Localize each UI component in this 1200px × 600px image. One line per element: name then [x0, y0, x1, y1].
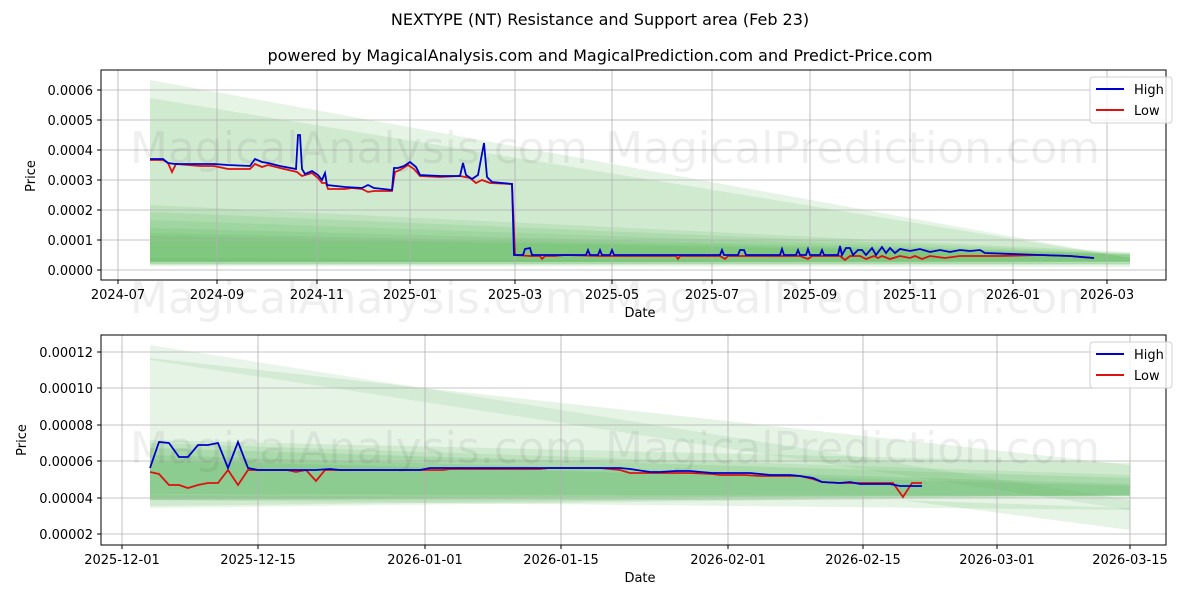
- svg-text:2026-01-01: 2026-01-01: [387, 553, 463, 568]
- svg-text:0.00006: 0.00006: [39, 455, 93, 470]
- svg-text:0.00002: 0.00002: [39, 528, 93, 543]
- bottom-x-tick-labels: 2025-12-01 2025-12-15 2026-01-01 2026-01…: [84, 553, 1168, 568]
- svg-text:2025-01: 2025-01: [383, 288, 437, 303]
- svg-text:0.00012: 0.00012: [39, 346, 93, 361]
- svg-text:2026-01: 2026-01: [986, 288, 1040, 303]
- bottom-high-line: [149, 439, 922, 487]
- svg-text:0.0005: 0.0005: [48, 114, 94, 129]
- top-x-tick-labels: 2024-07 2024-09 2024-11 2025-01 2025-03 …: [91, 288, 1134, 303]
- watermark-magicalanalysis-2: MagicalAnalysis.com: [130, 273, 588, 324]
- bottom-legend: High Low: [1089, 341, 1173, 389]
- svg-text:2026-03-01: 2026-03-01: [959, 553, 1035, 568]
- top-x-axis-label: Date: [624, 306, 655, 321]
- svg-text:0.00004: 0.00004: [39, 492, 93, 507]
- svg-text:2026-02-15: 2026-02-15: [825, 553, 901, 568]
- top-chart: MagicalAnalysis.com MagicalPrediction.co…: [24, 69, 1173, 324]
- top-grid: [101, 70, 1166, 280]
- watermark-magicalprediction-3: MagicalPrediction.com: [605, 423, 1100, 474]
- top-high-line: [150, 134, 1095, 259]
- svg-text:2025-05: 2025-05: [585, 288, 639, 303]
- bottom-y-axis-label: Price: [15, 424, 30, 456]
- svg-text:2025-09: 2025-09: [783, 288, 837, 303]
- watermark-magicalanalysis-3: MagicalAnalysis.com: [130, 423, 588, 474]
- bottom-grid: [101, 335, 1166, 545]
- svg-text:2026-02-01: 2026-02-01: [690, 553, 766, 568]
- svg-text:0.0003: 0.0003: [48, 174, 94, 189]
- legend-low-label: Low: [1134, 104, 1160, 119]
- svg-text:2026-03-15: 2026-03-15: [1092, 553, 1168, 568]
- svg-text:2025-11: 2025-11: [883, 288, 937, 303]
- svg-text:2026-03: 2026-03: [1080, 288, 1134, 303]
- bottom-chart: MagicalAnalysis.com MagicalPrediction.co…: [15, 334, 1173, 586]
- svg-text:2024-07: 2024-07: [91, 288, 145, 303]
- top-plot-frame: [100, 69, 1167, 281]
- svg-text:2026-01-15: 2026-01-15: [523, 553, 599, 568]
- chart-subtitle: powered by MagicalAnalysis.com and Magic…: [267, 46, 933, 65]
- svg-text:0.0002: 0.0002: [48, 204, 94, 219]
- top-low-line: [150, 159, 1095, 262]
- bottom-y-tick-labels: 0.00002 0.00004 0.00006 0.00008 0.00010 …: [39, 346, 93, 543]
- legend-high-label: High: [1134, 83, 1164, 98]
- legend-low-label: Low: [1134, 369, 1160, 384]
- top-y-tick-labels: 0.0000 0.0001 0.0002 0.0003 0.0004 0.000…: [48, 84, 94, 279]
- svg-text:2025-03: 2025-03: [488, 288, 542, 303]
- bottom-x-axis-label: Date: [624, 571, 655, 586]
- svg-text:0.0001: 0.0001: [48, 234, 94, 249]
- chart-title: NEXTYPE (NT) Resistance and Support area…: [390, 10, 810, 29]
- top-legend: High Low: [1089, 76, 1173, 124]
- svg-text:2025-12-15: 2025-12-15: [220, 553, 296, 568]
- svg-text:0.00008: 0.00008: [39, 419, 93, 434]
- svg-text:0.0004: 0.0004: [48, 144, 94, 159]
- top-support-resistance-bands: [150, 80, 1130, 267]
- svg-text:0.0000: 0.0000: [48, 264, 94, 279]
- watermark-magicalprediction: MagicalPrediction.com: [605, 123, 1100, 174]
- watermark-magicalprediction-2: MagicalPrediction.com: [605, 273, 1100, 324]
- svg-text:2025-12-01: 2025-12-01: [84, 553, 160, 568]
- svg-text:2024-11: 2024-11: [290, 288, 344, 303]
- svg-text:2024-09: 2024-09: [190, 288, 244, 303]
- legend-high-label: High: [1134, 348, 1164, 363]
- svg-text:0.00010: 0.00010: [39, 382, 93, 397]
- svg-text:2025-07: 2025-07: [685, 288, 739, 303]
- svg-text:0.0006: 0.0006: [48, 84, 94, 99]
- bottom-plot-frame: [100, 334, 1167, 546]
- top-y-axis-label: Price: [24, 160, 39, 192]
